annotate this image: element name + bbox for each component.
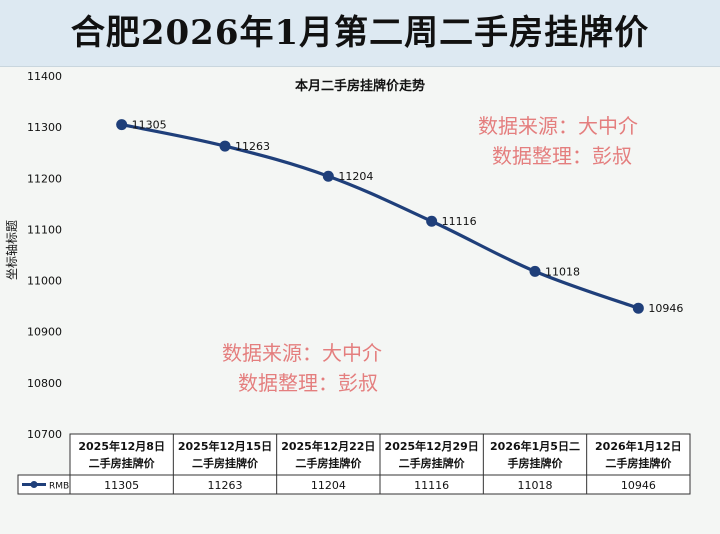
y-tick-label: 11400 <box>27 70 62 83</box>
data-point <box>322 170 334 182</box>
table-header-label: 2025年12月15日 <box>178 439 272 453</box>
data-label: 10946 <box>648 302 683 315</box>
series-line-rmb <box>120 122 640 310</box>
y-tick-label: 10800 <box>27 377 62 390</box>
title-banner <box>0 0 720 67</box>
data-label: 11018 <box>545 265 580 278</box>
table-header-label: 二手房挂牌价 <box>192 456 259 470</box>
table-header-label: 手房挂牌价 <box>508 456 564 470</box>
watermark-source: 数据来源：大中介 <box>478 114 638 138</box>
data-point <box>219 140 231 152</box>
table-header-label: 2026年1月5日二 <box>490 439 580 453</box>
table-header-label: 2025年12月8日 <box>78 439 165 453</box>
data-label: 11116 <box>442 215 477 228</box>
table-header-label: 二手房挂牌价 <box>399 456 466 470</box>
data-point <box>426 215 438 227</box>
data-label: 11204 <box>338 170 373 183</box>
table-value-cell: 11018 <box>518 479 553 492</box>
data-table: 2025年12月8日二手房挂牌价113052025年12月15日二手房挂牌价11… <box>17 433 691 495</box>
data-point <box>632 302 644 314</box>
data-label: 11263 <box>235 140 270 153</box>
data-point <box>529 265 541 277</box>
table-header-label: 2026年1月12日 <box>595 439 682 453</box>
watermark-source: 数据来源：大中介 <box>222 341 382 365</box>
y-axis: 10700 10800 10900 11000 11100 11200 11300 11400 <box>27 70 62 441</box>
table-header-label: 二手房挂牌价 <box>295 456 362 470</box>
table-value-cell: 11263 <box>208 479 243 492</box>
data-point <box>116 119 128 131</box>
y-tick-label: 11000 <box>27 275 62 288</box>
table-header-label: 二手房挂牌价 <box>89 456 156 470</box>
page-title: 合肥2026年1月第二周二手房挂牌价 <box>70 13 650 53</box>
y-axis-title: 坐标轴标题 <box>4 220 19 280</box>
y-tick-label: 11100 <box>27 223 62 236</box>
y-tick-label: 11300 <box>27 121 62 134</box>
table-header-label: 二手房挂牌价 <box>605 456 672 470</box>
y-tick-label: 11200 <box>27 172 62 185</box>
table-value-cell: 11204 <box>311 479 346 492</box>
y-tick-label: 10700 <box>27 428 62 441</box>
table-header-label: 2025年12月22日 <box>281 439 375 453</box>
chart-title: 本月二手房挂牌价走势 <box>295 78 425 94</box>
table-value-cell: 11305 <box>104 479 139 492</box>
data-points: 11305 11263 11204 11116 11018 10946 <box>116 119 683 315</box>
watermark-editor: 数据整理：彭叔 <box>492 144 632 168</box>
table-value-cell: 11116 <box>414 479 449 492</box>
legend-marker <box>30 481 38 488</box>
legend-label: RMB <box>49 482 69 492</box>
data-label: 11305 <box>132 119 167 132</box>
y-tick-label: 10900 <box>27 326 62 339</box>
table-header-label: 2025年12月29日 <box>385 439 479 453</box>
table-value-cell: 10946 <box>621 479 656 492</box>
watermark-top-right: 数据来源：大中介 数据整理：彭叔 <box>478 114 638 168</box>
watermark-center: 数据来源：大中介 数据整理：彭叔 <box>222 341 382 395</box>
watermark-editor: 数据整理：彭叔 <box>238 371 378 395</box>
